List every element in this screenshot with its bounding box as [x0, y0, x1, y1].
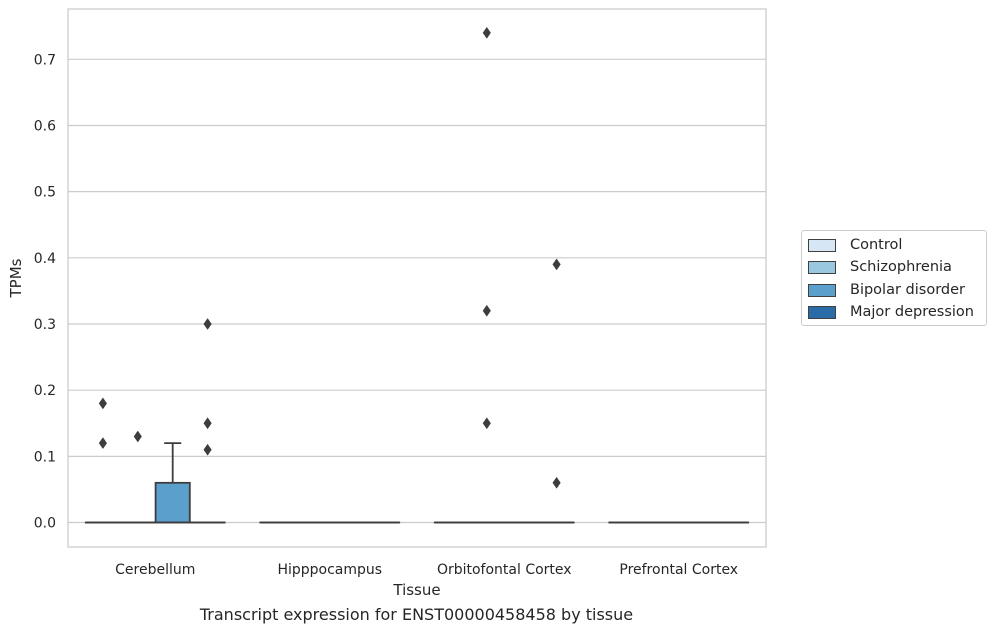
outlier-orbitofontal-cortex-schizophrenia-2: [482, 26, 491, 39]
box-orbitofontal-cortex-major-depression: [538, 258, 575, 524]
legend-item-major-depression: Major depression: [808, 302, 974, 322]
chart-caption: Transcript expression for ENST0000045845…: [199, 605, 634, 624]
outlier-cerebellum-control-0: [98, 437, 108, 450]
y-axis-label: TPMs: [7, 258, 25, 298]
box-cerebellum-schizophrenia: [119, 430, 156, 524]
box-body-cerebellum-bipolar-disorder: [154, 481, 191, 524]
x-tick-label-cerebellum: Cerebellum: [115, 562, 195, 578]
legend-swatch-bipolar-disorder: [808, 283, 836, 297]
y-tick-label-0-0: 0.0: [34, 516, 56, 532]
legend-item-schizophrenia: Schizophrenia: [808, 257, 952, 277]
y-tick-label-0-5: 0.5: [34, 185, 56, 201]
grid-lines: [68, 58, 766, 524]
y-tick-label-0-3: 0.3: [34, 317, 56, 333]
box-orbitofontal-cortex-schizophrenia: [468, 26, 505, 524]
outlier-orbitofontal-cortex-major-depression-0: [552, 476, 561, 489]
y-tick-labels: 0.0 0.1 0.2 0.3 0.4 0.5 0.6 0.7: [34, 52, 56, 531]
y-tick-label-0-2: 0.2: [34, 383, 56, 399]
outlier-cerebellum-schizophrenia-0: [133, 430, 142, 443]
y-tick-label-0-4: 0.4: [34, 251, 56, 267]
x-tick-label-orbitofontal-cortex: Orbitofontal Cortex: [437, 562, 572, 578]
y-tick-label-0-7: 0.7: [34, 52, 56, 68]
legend-swatch-schizophrenia: [808, 260, 836, 274]
outlier-cerebellum-major-depression-0: [203, 443, 212, 456]
outlier-cerebellum-control-1: [98, 397, 108, 410]
legend-swatch-control: [808, 238, 836, 252]
x-tick-labels: Cerebellum Hipppocampus Orbitofontal Corte…: [115, 562, 738, 578]
legend-label-major-depression: Major depression: [850, 304, 974, 320]
plot-frame: [67, 8, 767, 548]
legend-label-schizophrenia: Schizophrenia: [850, 259, 952, 275]
legend: Control Schizophrenia Bipolar disorder M…: [801, 230, 987, 326]
outlier-orbitofontal-cortex-major-depression-1: [552, 258, 561, 271]
outlier-cerebellum-major-depression-1: [203, 417, 212, 430]
box-cerebellum-control: [84, 397, 121, 524]
legend-label-control: Control: [850, 237, 903, 253]
outlier-orbitofontal-cortex-schizophrenia-0: [482, 417, 491, 430]
outlier-cerebellum-major-depression-2: [203, 318, 212, 330]
legend-item-control: Control: [808, 235, 902, 255]
legend-item-bipolar-disorder: Bipolar disorder: [808, 280, 965, 300]
x-tick-label-hipppocampus: Hipppocampus: [277, 562, 382, 578]
box-plots: [84, 26, 750, 524]
box-cerebellum-major-depression: [189, 318, 226, 524]
y-tick-label-0-6: 0.6: [34, 118, 56, 134]
x-axis-label: Tissue: [392, 581, 440, 599]
outlier-orbitofontal-cortex-schizophrenia-1: [482, 304, 491, 317]
legend-label-bipolar-disorder: Bipolar disorder: [850, 282, 965, 298]
x-tick-label-prefrontal-cortex: Prefrontal Cortex: [619, 562, 738, 578]
y-tick-label-0-1: 0.1: [34, 449, 56, 465]
legend-swatch-major-depression: [808, 305, 836, 319]
box-cerebellum-bipolar-disorder: [154, 442, 191, 524]
